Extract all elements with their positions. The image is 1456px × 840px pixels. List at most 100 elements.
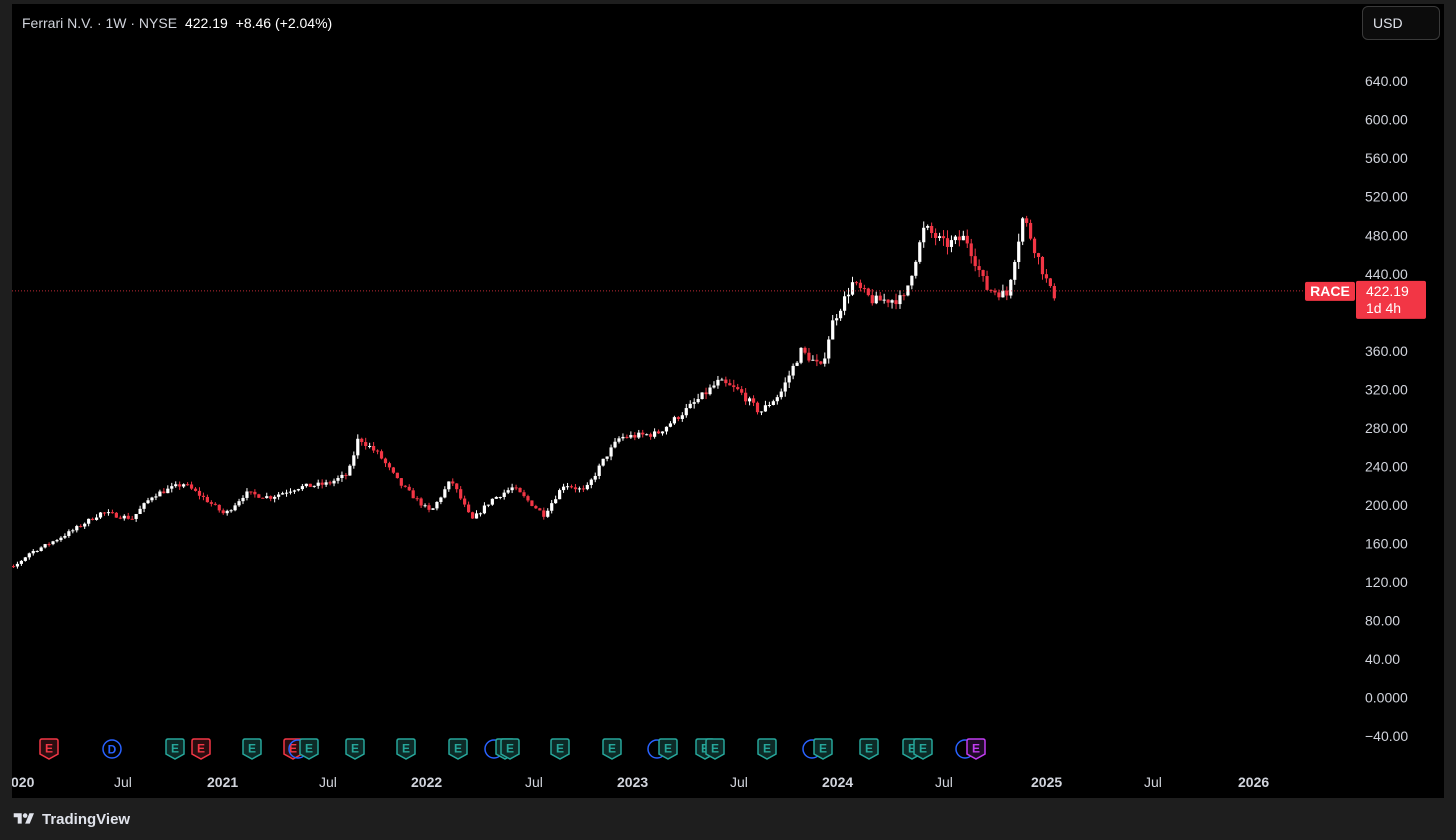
candle-body[interactable] bbox=[407, 486, 411, 491]
candle-body[interactable] bbox=[340, 474, 344, 478]
candle-body[interactable] bbox=[660, 431, 665, 434]
candle-body[interactable] bbox=[31, 550, 35, 554]
candle-body[interactable] bbox=[498, 496, 502, 498]
candle-body[interactable] bbox=[941, 236, 946, 239]
candle-body[interactable] bbox=[221, 510, 225, 514]
candle-body[interactable] bbox=[577, 488, 582, 490]
candle-body[interactable] bbox=[114, 512, 118, 518]
candle-body[interactable] bbox=[550, 503, 554, 511]
candle-body[interactable] bbox=[1009, 279, 1013, 296]
candle-body[interactable] bbox=[280, 493, 285, 495]
candle-body[interactable] bbox=[470, 512, 475, 519]
candle-body[interactable] bbox=[435, 501, 439, 509]
candle-body[interactable] bbox=[209, 502, 213, 504]
chart-pane[interactable]: 640.00 600.00 560.00 520.00 480.00 440.00 360.… bbox=[12, 4, 1444, 798]
candle-body[interactable] bbox=[35, 550, 39, 552]
candle-body[interactable] bbox=[997, 292, 1001, 298]
candle-body[interactable] bbox=[375, 450, 380, 452]
candle-body[interactable] bbox=[795, 362, 799, 366]
candle-body[interactable] bbox=[178, 484, 182, 487]
candle-body[interactable] bbox=[684, 408, 688, 416]
candle-body[interactable] bbox=[490, 498, 494, 505]
candle-body[interactable] bbox=[320, 482, 324, 485]
candle-body[interactable] bbox=[300, 486, 304, 490]
candle-body[interactable] bbox=[166, 488, 170, 494]
candle-body[interactable] bbox=[189, 484, 194, 489]
candle-body[interactable] bbox=[716, 379, 720, 386]
candle-body[interactable] bbox=[597, 465, 601, 476]
candle-body[interactable] bbox=[609, 447, 613, 457]
candle-body[interactable] bbox=[811, 359, 815, 361]
candle-body[interactable] bbox=[217, 504, 221, 511]
candle-body[interactable] bbox=[352, 455, 356, 466]
candle-body[interactable] bbox=[494, 496, 498, 499]
price-chart[interactable]: 640.00 600.00 560.00 520.00 480.00 440.00 360.… bbox=[12, 4, 1444, 798]
candle-body[interactable] bbox=[399, 478, 403, 486]
candle-body[interactable] bbox=[846, 294, 851, 297]
candle-body[interactable] bbox=[751, 398, 756, 403]
candle-body[interactable] bbox=[158, 491, 162, 497]
candle-body[interactable] bbox=[12, 566, 16, 568]
price-badge[interactable] bbox=[1356, 280, 1426, 319]
candle-body[interactable] bbox=[783, 382, 787, 392]
earnings-icon[interactable] bbox=[500, 738, 520, 760]
candle-body[interactable] bbox=[102, 512, 107, 514]
candle-body[interactable] bbox=[431, 508, 435, 510]
candle-body[interactable] bbox=[344, 474, 348, 476]
candle-body[interactable] bbox=[277, 494, 281, 497]
candle-body[interactable] bbox=[466, 504, 471, 513]
candle-body[interactable] bbox=[98, 512, 103, 518]
candle-body[interactable] bbox=[502, 492, 506, 497]
candle-body[interactable] bbox=[201, 495, 206, 497]
candle-body[interactable] bbox=[629, 435, 633, 438]
candle-body[interactable] bbox=[459, 489, 463, 499]
candle-body[interactable] bbox=[961, 235, 965, 241]
symbol-title[interactable]: Ferrari N.V. · 1W · NYSE bbox=[22, 15, 178, 31]
candle-body[interactable] bbox=[308, 483, 312, 487]
candle-body[interactable] bbox=[645, 434, 649, 436]
candle-body[interactable] bbox=[391, 467, 395, 473]
candle-body[interactable] bbox=[43, 544, 47, 548]
candle-body[interactable] bbox=[910, 275, 914, 286]
candle-body[interactable] bbox=[130, 518, 134, 520]
candle-body[interactable] bbox=[1052, 286, 1056, 299]
candle-body[interactable] bbox=[19, 560, 23, 564]
candle-body[interactable] bbox=[676, 417, 680, 419]
candle-body[interactable] bbox=[763, 405, 768, 412]
candle-body[interactable] bbox=[364, 442, 368, 447]
tradingview-logo-icon[interactable] bbox=[12, 811, 36, 827]
candle-body[interactable] bbox=[965, 235, 969, 244]
candle-body[interactable] bbox=[977, 266, 981, 271]
candle-body[interactable] bbox=[383, 458, 388, 464]
candle-body[interactable] bbox=[332, 480, 336, 484]
candle-body[interactable] bbox=[316, 482, 320, 486]
candle-body[interactable] bbox=[205, 496, 209, 503]
candle-body[interactable] bbox=[443, 489, 447, 498]
candle-body[interactable] bbox=[1001, 290, 1005, 298]
candle-body[interactable] bbox=[348, 465, 352, 476]
earnings-icon[interactable] bbox=[191, 738, 211, 760]
candle-body[interactable] bbox=[1021, 218, 1025, 242]
candle-body[interactable] bbox=[379, 451, 384, 459]
candle-body[interactable] bbox=[146, 500, 150, 504]
candle-body[interactable] bbox=[257, 494, 261, 498]
candle-body[interactable] bbox=[878, 295, 882, 301]
candle-body[interactable] bbox=[79, 526, 83, 528]
candle-body[interactable] bbox=[304, 483, 308, 487]
candle-body[interactable] bbox=[296, 489, 301, 491]
candle-body[interactable] bbox=[969, 243, 973, 257]
candle-body[interactable] bbox=[922, 227, 926, 243]
candle-body[interactable] bbox=[934, 233, 938, 238]
candle-body[interactable] bbox=[403, 485, 407, 487]
candle-body[interactable] bbox=[39, 547, 43, 551]
candle-body[interactable] bbox=[653, 431, 657, 437]
candle-body[interactable] bbox=[637, 432, 641, 438]
candle-body[interactable] bbox=[193, 488, 198, 491]
candle-body[interactable] bbox=[593, 475, 597, 480]
candle-body[interactable] bbox=[835, 318, 839, 321]
candle-body[interactable] bbox=[617, 438, 621, 442]
candle-body[interactable] bbox=[451, 481, 455, 484]
candle-body[interactable] bbox=[427, 505, 431, 510]
candle-body[interactable] bbox=[150, 497, 154, 501]
candle-body[interactable] bbox=[720, 379, 724, 381]
